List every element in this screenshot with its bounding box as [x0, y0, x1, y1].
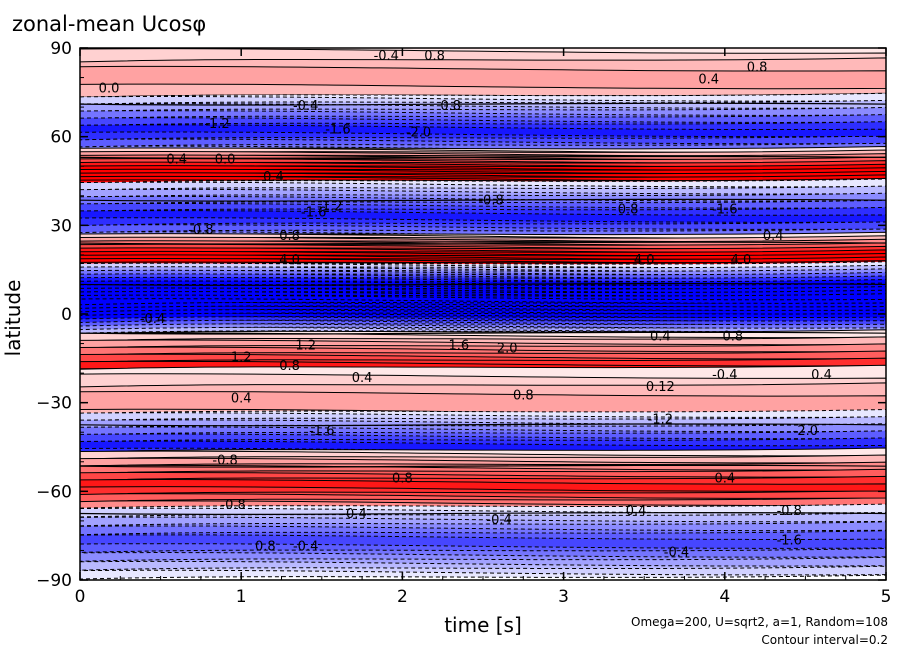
contour-label: -1.6 — [309, 424, 334, 439]
x-tick-label: 5 — [881, 587, 892, 607]
y-tick-label: 30 — [50, 216, 72, 236]
contour-label: 0.4 — [166, 152, 187, 167]
contour-level--2.0 — [80, 210, 886, 223]
contour-field — [80, 48, 886, 580]
y-tick-label: −60 — [36, 482, 72, 502]
contour-label: -2.0 — [793, 424, 818, 439]
contour-label: 1.6 — [448, 338, 469, 353]
contour-level-0.8 — [80, 390, 886, 415]
band-negative-5 — [80, 261, 886, 338]
contour-label: 1.2 — [231, 350, 252, 365]
contour-label: -0.4 — [293, 99, 318, 114]
contour-level--4.0 — [80, 294, 886, 304]
contour-label: 0.4 — [650, 330, 671, 345]
y-tick-label: 0 — [61, 305, 72, 325]
contour-label: 0.8 — [618, 203, 639, 218]
contour-label: -0.8 — [777, 504, 802, 519]
contour-label: 0.4 — [698, 72, 719, 87]
contour-label: -0.8 — [220, 498, 245, 513]
zero-contour-line — [80, 464, 886, 468]
contour-label: 0.8 — [513, 389, 534, 404]
contour-label: 0.8 — [255, 539, 276, 554]
contour-label: -1.6 — [777, 534, 802, 549]
x-tick-label: 4 — [719, 587, 730, 607]
band-negative-10 — [80, 503, 886, 580]
contour-label: -0.4 — [486, 513, 511, 528]
contour-label: 0.8 — [392, 471, 413, 486]
contour-label: -1.2 — [204, 117, 229, 132]
contour-label: 2.0 — [497, 341, 518, 356]
contour-label: 4.0 — [279, 253, 300, 268]
zero-contour-line — [80, 102, 886, 106]
parameter-annotation: Omega=200, U=sqrt2, a=1, Random=108 — [631, 615, 888, 629]
contour-label: 0.4 — [811, 368, 832, 383]
contour-label: -0.4 — [374, 49, 399, 64]
zero-contour-line — [80, 512, 886, 515]
contour-label: -1.6 — [301, 205, 326, 220]
zero-contours — [80, 102, 886, 515]
contour-label: 0.4 — [626, 504, 647, 519]
contour-label: 0.8 — [440, 99, 461, 114]
contour-label: 0.8 — [279, 229, 300, 244]
zero-contour-line — [80, 155, 886, 159]
contour-label: -0.4 — [341, 507, 366, 522]
contour-label: -0.8 — [212, 454, 237, 469]
contour-label: 0.8 — [279, 359, 300, 374]
contour-level-0.8 — [80, 65, 886, 90]
contour-label: -1.2 — [317, 200, 342, 215]
x-axis-label: time [s] — [444, 613, 522, 637]
contour-label: 4.0 — [731, 253, 752, 268]
x-tick-label: 1 — [236, 587, 247, 607]
contour-label: 0.0 — [99, 81, 120, 96]
contour-label: 4.0 — [634, 253, 655, 268]
contour-label: -1.6 — [325, 123, 350, 138]
x-tick-label: 0 — [75, 587, 86, 607]
y-axis: 90 60 30 0 −30 −60 −90 — [36, 39, 886, 591]
contour-label: -0.4 — [293, 539, 318, 554]
contour-interval-annotation: Contour interval=0.2 — [761, 633, 888, 647]
contour-label: -0.8 — [478, 194, 503, 209]
x-tick-label: 2 — [397, 587, 408, 607]
contour-label: -0.8 — [188, 223, 213, 238]
contour-level-2.0 — [80, 479, 886, 492]
contour-label: -0.4 — [712, 368, 737, 383]
y-axis-label: latitude — [1, 280, 25, 357]
contour-label: 0.8 — [723, 330, 744, 345]
contour-label: 0.4 — [352, 371, 373, 386]
contour-label: 1.2 — [295, 338, 316, 353]
zero-contour-line — [80, 331, 886, 335]
zero-contour-line — [80, 198, 886, 202]
contour-label: 0.4 — [763, 229, 784, 244]
contour-label: -0.4 — [140, 312, 165, 327]
contour-label: 0.4 — [263, 170, 284, 185]
y-tick-label: 90 — [50, 39, 72, 59]
y-tick-label: 60 — [50, 128, 72, 148]
contour-level--2.0 — [80, 124, 886, 138]
contour-label: -1.2 — [648, 412, 673, 427]
contour-label: 0.8 — [424, 49, 445, 64]
contour-labels: -0.4 0.80.00.40.80.8-0.4-1.2 -1.6 -2.00.4 0.… — [99, 49, 832, 561]
contour-label: -2.0 — [406, 126, 431, 141]
contour-label: 0.12 — [646, 380, 675, 395]
zero-contour-line — [80, 241, 886, 245]
x-axis: 0 1 2 3 4 5 — [75, 48, 892, 607]
contour-label: -1.6 — [712, 203, 737, 218]
contour-label: 0.8 — [747, 61, 768, 76]
contour-label: -0.4 — [664, 545, 689, 560]
contour-label: 0.4 — [231, 392, 252, 407]
y-tick-label: −30 — [36, 394, 72, 414]
contour-label: 0.4 — [714, 471, 735, 486]
chart-title: zonal-mean Ucosφ — [12, 12, 206, 36]
x-tick-label: 3 — [558, 587, 569, 607]
zero-contour-line — [80, 423, 886, 427]
contour-level--1.6 — [80, 534, 886, 549]
contour-label: 0.0 — [215, 152, 236, 167]
zero-contour-line — [80, 282, 886, 286]
y-tick-label: −90 — [36, 571, 72, 591]
